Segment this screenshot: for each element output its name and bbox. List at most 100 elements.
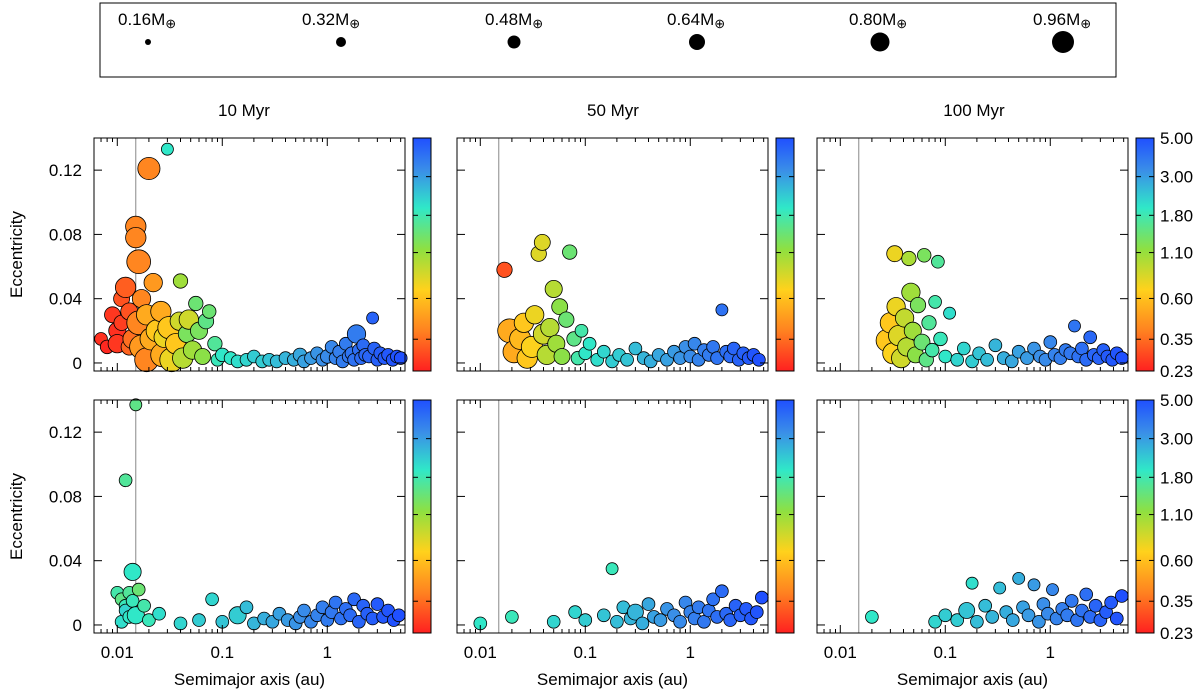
colorbar-tick-label: 1.80 <box>1160 468 1193 487</box>
x-tick-label: 0.1 <box>210 643 234 662</box>
data-point <box>1043 335 1058 349</box>
data-point <box>553 348 571 365</box>
colorbar-tick-label: 5.00 <box>1160 391 1193 410</box>
data-point <box>496 261 513 278</box>
data-point <box>950 352 964 367</box>
data-point <box>1004 354 1019 369</box>
data-point <box>129 398 143 412</box>
data-point <box>366 311 380 325</box>
data-point <box>933 331 948 347</box>
data-point <box>970 614 984 629</box>
data-point <box>578 613 593 627</box>
data-point <box>1115 589 1129 603</box>
legend-label: 0.32M⊕ <box>302 10 360 31</box>
data-point <box>192 613 206 627</box>
x-tick-label: 1 <box>686 643 695 662</box>
x-axis-label: Semimajor axis (au) <box>174 670 325 689</box>
legend-box <box>99 2 1117 78</box>
data-point <box>620 352 634 367</box>
x-tick-label: 1 <box>1046 643 1055 662</box>
data-point <box>582 336 597 351</box>
colorbar-tick-label: 0.60 <box>1160 551 1193 570</box>
data-point <box>943 306 956 320</box>
y-tick-label: 0.12 <box>49 423 82 442</box>
data-point <box>118 473 133 488</box>
y-tick-label: 0.12 <box>49 161 82 180</box>
data-point <box>956 341 971 356</box>
data-point <box>917 248 932 263</box>
y-tick-label: 0.08 <box>49 487 82 506</box>
plot-frame <box>456 399 769 634</box>
data-point <box>627 603 644 621</box>
data-point <box>525 305 545 325</box>
x-tick-label: 0.01 <box>101 643 134 662</box>
plot-frame <box>816 137 1129 372</box>
colorbar-tick-label: 1.80 <box>1160 206 1193 225</box>
legend-item-5: 0.96M⊕ <box>1033 10 1091 53</box>
data-point <box>1020 351 1034 365</box>
data-point <box>886 245 904 263</box>
colorbar <box>412 137 432 372</box>
legend-label: 0.48M⊕ <box>485 10 543 31</box>
colorbar-tick-label: 1.10 <box>1160 244 1193 263</box>
data-point <box>985 610 999 624</box>
data-point <box>909 296 927 314</box>
colorbar <box>1135 137 1155 372</box>
data-point <box>993 581 1007 595</box>
data-point <box>1083 330 1097 345</box>
legend-label: 0.80M⊕ <box>849 10 907 31</box>
data-point <box>1032 614 1046 629</box>
data-point <box>346 324 367 344</box>
colorbar-tick-label: 3.00 <box>1160 430 1193 449</box>
colorbar-tick-label: 0.23 <box>1160 624 1193 643</box>
data-point <box>1046 583 1059 596</box>
mass-legend: 0.16M⊕ 0.32M⊕ 0.48M⊕ 0.64M⊕ 0.80M⊕ 0.96M… <box>99 2 1117 78</box>
y-tick-label: 0.04 <box>49 552 82 571</box>
data-point <box>715 303 729 317</box>
y-tick-label: 0.08 <box>49 225 82 244</box>
data-point <box>687 336 702 351</box>
legend-marker <box>336 37 346 47</box>
colorbar-tick-label: 0.35 <box>1160 592 1193 611</box>
data-point <box>1079 587 1093 602</box>
colorbar-tick-label: 0.35 <box>1160 330 1193 349</box>
data-point <box>137 598 151 613</box>
x-tick-label: 0.01 <box>824 643 857 662</box>
data-point <box>958 602 976 619</box>
data-point <box>173 616 188 631</box>
plot-frame <box>93 399 406 634</box>
colorbar-tick-label: 1.10 <box>1160 506 1193 525</box>
data-point <box>115 276 137 298</box>
data-point <box>596 608 611 623</box>
data-point <box>1064 594 1079 608</box>
colorbar <box>1135 399 1155 634</box>
panel-100-myr-row0: 5.00 3.00 1.80 1.10 0.60 0.35 0.23 <box>816 129 1193 381</box>
panel-10-myr-row0: 0 0.04 0.08 0.12 Eccentricity <box>7 137 432 373</box>
data-point <box>194 348 212 365</box>
data-point <box>125 594 140 608</box>
data-point <box>207 336 223 352</box>
data-point <box>201 304 217 319</box>
plot-area <box>457 400 768 633</box>
legend-label: 0.16M⊕ <box>118 10 176 31</box>
legend-label: 0.64M⊕ <box>667 10 725 31</box>
data-point <box>544 279 563 298</box>
panel-50-myr-row1: 0.01 0.1 1 Semimajor axis (au) <box>456 399 795 689</box>
column-title-10myr: 10 Myr <box>218 101 270 120</box>
data-point <box>239 600 254 615</box>
plot-area <box>817 138 1128 371</box>
x-tick-label: 0.01 <box>464 643 497 662</box>
data-point <box>965 576 979 590</box>
data-point <box>706 592 720 607</box>
data-point <box>596 344 611 359</box>
y-tick-label: 0.04 <box>49 290 82 309</box>
data-point <box>137 156 161 180</box>
data-point <box>125 227 147 249</box>
colorbar-tick-label: 3.00 <box>1160 168 1193 187</box>
legend-marker <box>689 34 705 50</box>
data-point <box>1075 341 1089 356</box>
data-point <box>865 610 879 624</box>
panels: 0 0.04 0.08 0.12 Eccentricity 5.00 3.00 1.80 1.1… <box>7 129 1193 689</box>
data-point <box>950 613 964 627</box>
